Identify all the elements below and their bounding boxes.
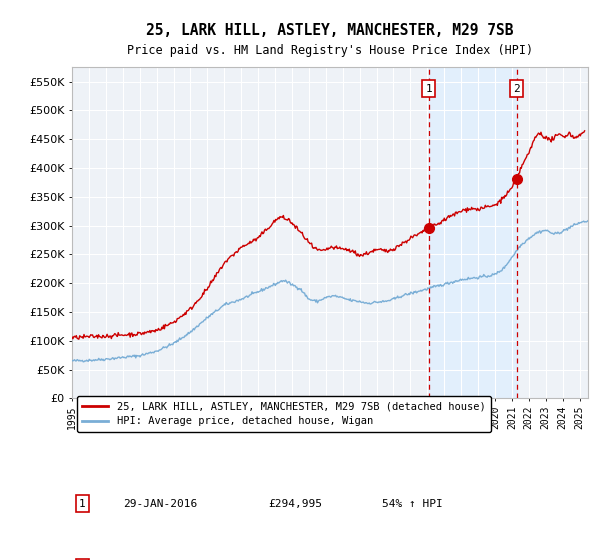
Text: 25, LARK HILL, ASTLEY, MANCHESTER, M29 7SB: 25, LARK HILL, ASTLEY, MANCHESTER, M29 7… bbox=[146, 24, 514, 38]
Text: 29-JAN-2016: 29-JAN-2016 bbox=[124, 498, 198, 508]
Text: Price paid vs. HM Land Registry's House Price Index (HPI): Price paid vs. HM Land Registry's House … bbox=[127, 44, 533, 57]
Text: £294,995: £294,995 bbox=[268, 498, 322, 508]
Text: 54% ↑ HPI: 54% ↑ HPI bbox=[382, 498, 442, 508]
Text: 2: 2 bbox=[514, 83, 520, 94]
Bar bbox=[428, 67, 517, 398]
Text: 1: 1 bbox=[425, 83, 432, 94]
Legend: 25, LARK HILL, ASTLEY, MANCHESTER, M29 7SB (detached house), HPI: Average price,: 25, LARK HILL, ASTLEY, MANCHESTER, M29 7… bbox=[77, 396, 491, 432]
Text: 1: 1 bbox=[79, 498, 86, 508]
